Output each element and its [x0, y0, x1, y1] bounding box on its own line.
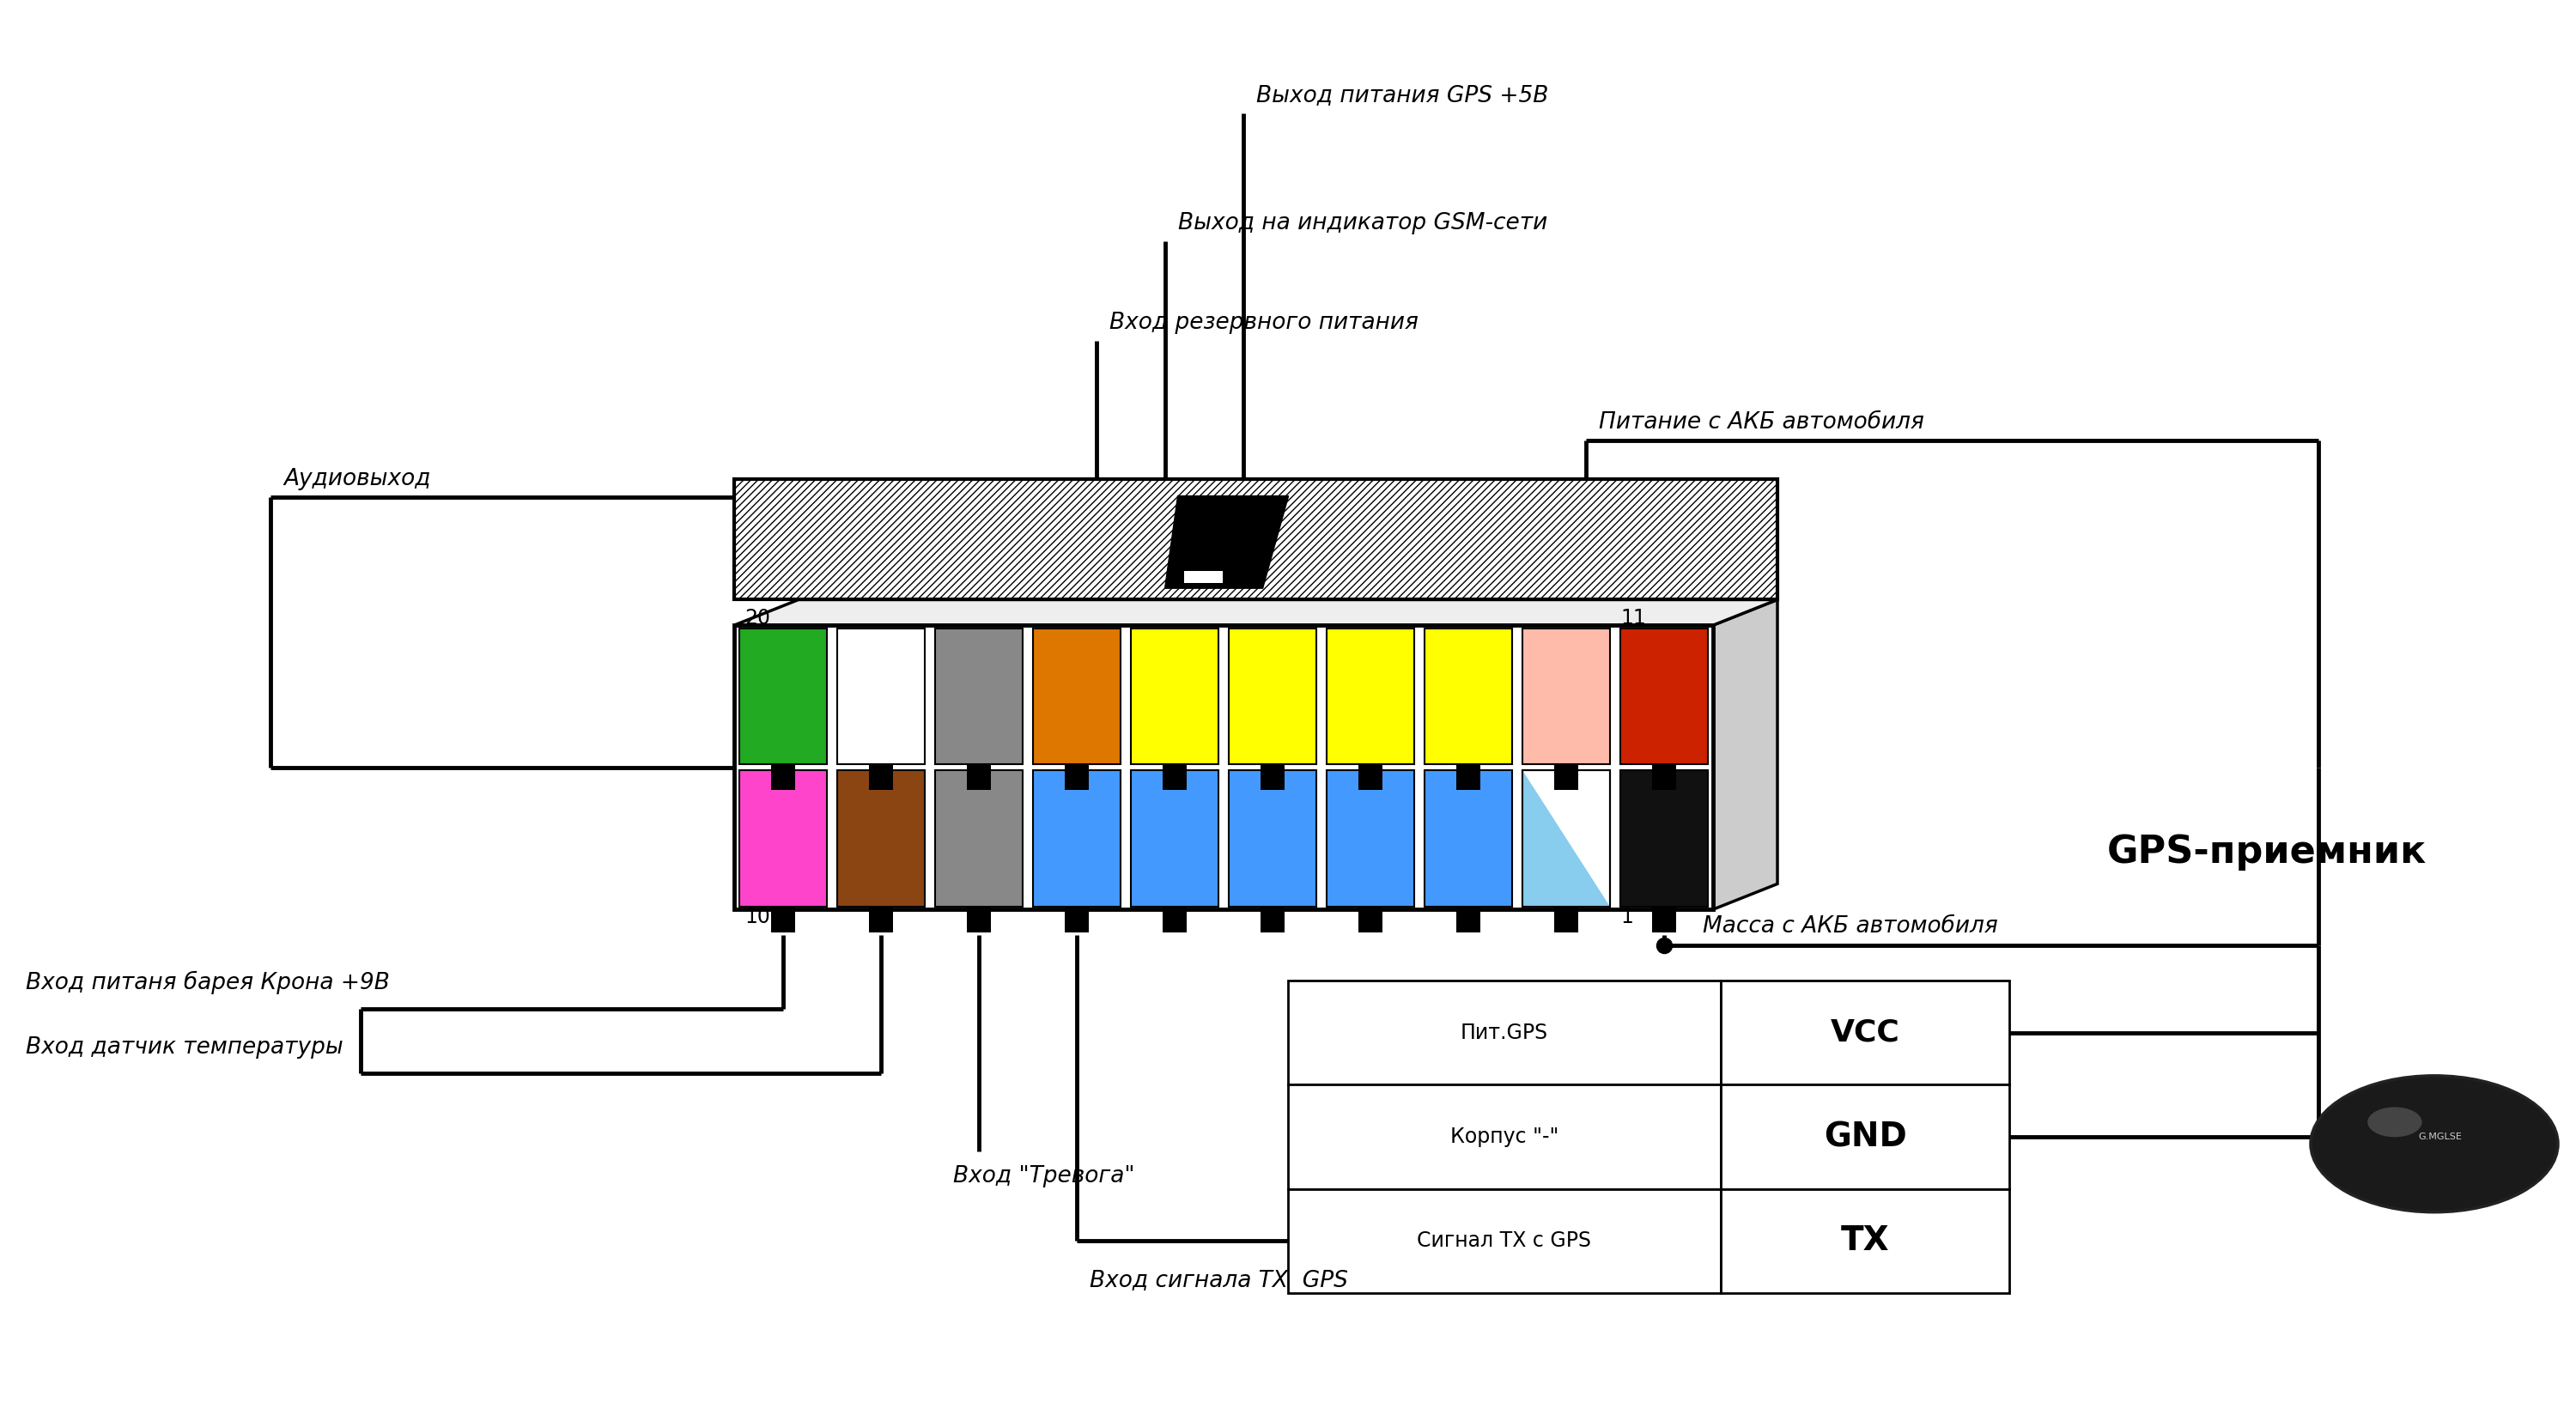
Text: 10: 10	[744, 907, 770, 928]
Bar	[1131, 628, 1218, 764]
Bar	[770, 764, 796, 790]
Text: Вход питаня барея Крона +9В: Вход питаня барея Крона +9В	[26, 972, 389, 995]
Bar	[1651, 907, 1677, 932]
Bar	[1131, 770, 1218, 907]
Text: GPS-приемник: GPS-приемник	[2107, 834, 2427, 871]
Bar	[1425, 628, 1512, 764]
Text: 20: 20	[744, 607, 770, 628]
Bar	[1064, 764, 1090, 790]
Bar	[1522, 628, 1610, 764]
Bar	[1651, 764, 1677, 790]
Text: Вход сигнала TX  GPS: Вход сигнала TX GPS	[1090, 1269, 1347, 1292]
Bar	[1162, 907, 1188, 932]
Bar	[1425, 770, 1512, 907]
Bar	[734, 625, 1713, 909]
Bar	[1553, 907, 1579, 932]
Bar	[1229, 628, 1316, 764]
Bar	[1162, 764, 1188, 790]
Text: GND: GND	[1824, 1121, 1906, 1152]
Bar	[1185, 571, 1224, 583]
Text: 11: 11	[1620, 607, 1646, 628]
Text: Питание с АКБ автомобиля: Питание с АКБ автомобиля	[1600, 411, 1924, 433]
Bar	[1522, 770, 1610, 907]
Bar	[1455, 764, 1481, 790]
Text: Вход датчик температуры: Вход датчик температуры	[26, 1036, 343, 1059]
Bar	[1288, 1189, 1721, 1293]
Bar	[739, 628, 827, 764]
Bar	[1358, 764, 1383, 790]
Bar	[1553, 764, 1579, 790]
Bar	[1064, 907, 1090, 932]
Circle shape	[2367, 1107, 2421, 1137]
Bar	[1522, 770, 1610, 907]
Bar	[837, 770, 925, 907]
Text: Пит.GPS: Пит.GPS	[1461, 1022, 1548, 1043]
Bar	[1288, 980, 1721, 1084]
Bar	[1327, 628, 1414, 764]
Bar	[966, 907, 992, 932]
Bar	[1033, 628, 1121, 764]
Bar	[1033, 770, 1121, 907]
Polygon shape	[1713, 600, 1777, 909]
Bar	[868, 764, 894, 790]
Polygon shape	[734, 600, 1777, 625]
Bar	[1721, 1084, 2009, 1189]
Text: Аудиовыход: Аудиовыход	[283, 468, 430, 490]
Text: Выход на индикатор GSM-сети: Выход на индикатор GSM-сети	[1177, 212, 1548, 234]
Bar	[966, 764, 992, 790]
Text: Вход резервного питания: Вход резервного питания	[1110, 311, 1419, 334]
Text: Выход питания GPS +5В: Выход питания GPS +5В	[1257, 84, 1548, 107]
Polygon shape	[1164, 496, 1288, 588]
Circle shape	[2311, 1076, 2558, 1212]
Bar	[1260, 764, 1285, 790]
Text: Сигнал TX с GPS: Сигнал TX с GPS	[1417, 1231, 1592, 1252]
Text: TX: TX	[1842, 1225, 1888, 1258]
Polygon shape	[1522, 770, 1610, 907]
Bar	[1721, 1189, 2009, 1293]
Bar	[1620, 628, 1708, 764]
Bar	[739, 770, 827, 907]
Bar	[1455, 907, 1481, 932]
Text: G.MGLSE: G.MGLSE	[2419, 1133, 2463, 1141]
Bar	[1288, 1084, 1721, 1189]
Bar	[1229, 770, 1316, 907]
Bar	[935, 770, 1023, 907]
Bar	[734, 479, 1777, 600]
Bar	[770, 907, 796, 932]
Text: Масса с АКБ автомобиля: Масса с АКБ автомобиля	[1703, 915, 1999, 938]
Bar	[1358, 907, 1383, 932]
Bar	[1620, 770, 1708, 907]
Bar	[837, 628, 925, 764]
Text: Вход "Тревога": Вход "Тревога"	[953, 1165, 1133, 1188]
Bar	[868, 907, 894, 932]
Text: Корпус "-": Корпус "-"	[1450, 1127, 1558, 1147]
Bar	[1721, 980, 2009, 1084]
Bar	[935, 628, 1023, 764]
Bar	[1327, 770, 1414, 907]
Text: VCC: VCC	[1832, 1017, 1899, 1047]
Bar	[1260, 907, 1285, 932]
Text: 1: 1	[1620, 907, 1633, 928]
